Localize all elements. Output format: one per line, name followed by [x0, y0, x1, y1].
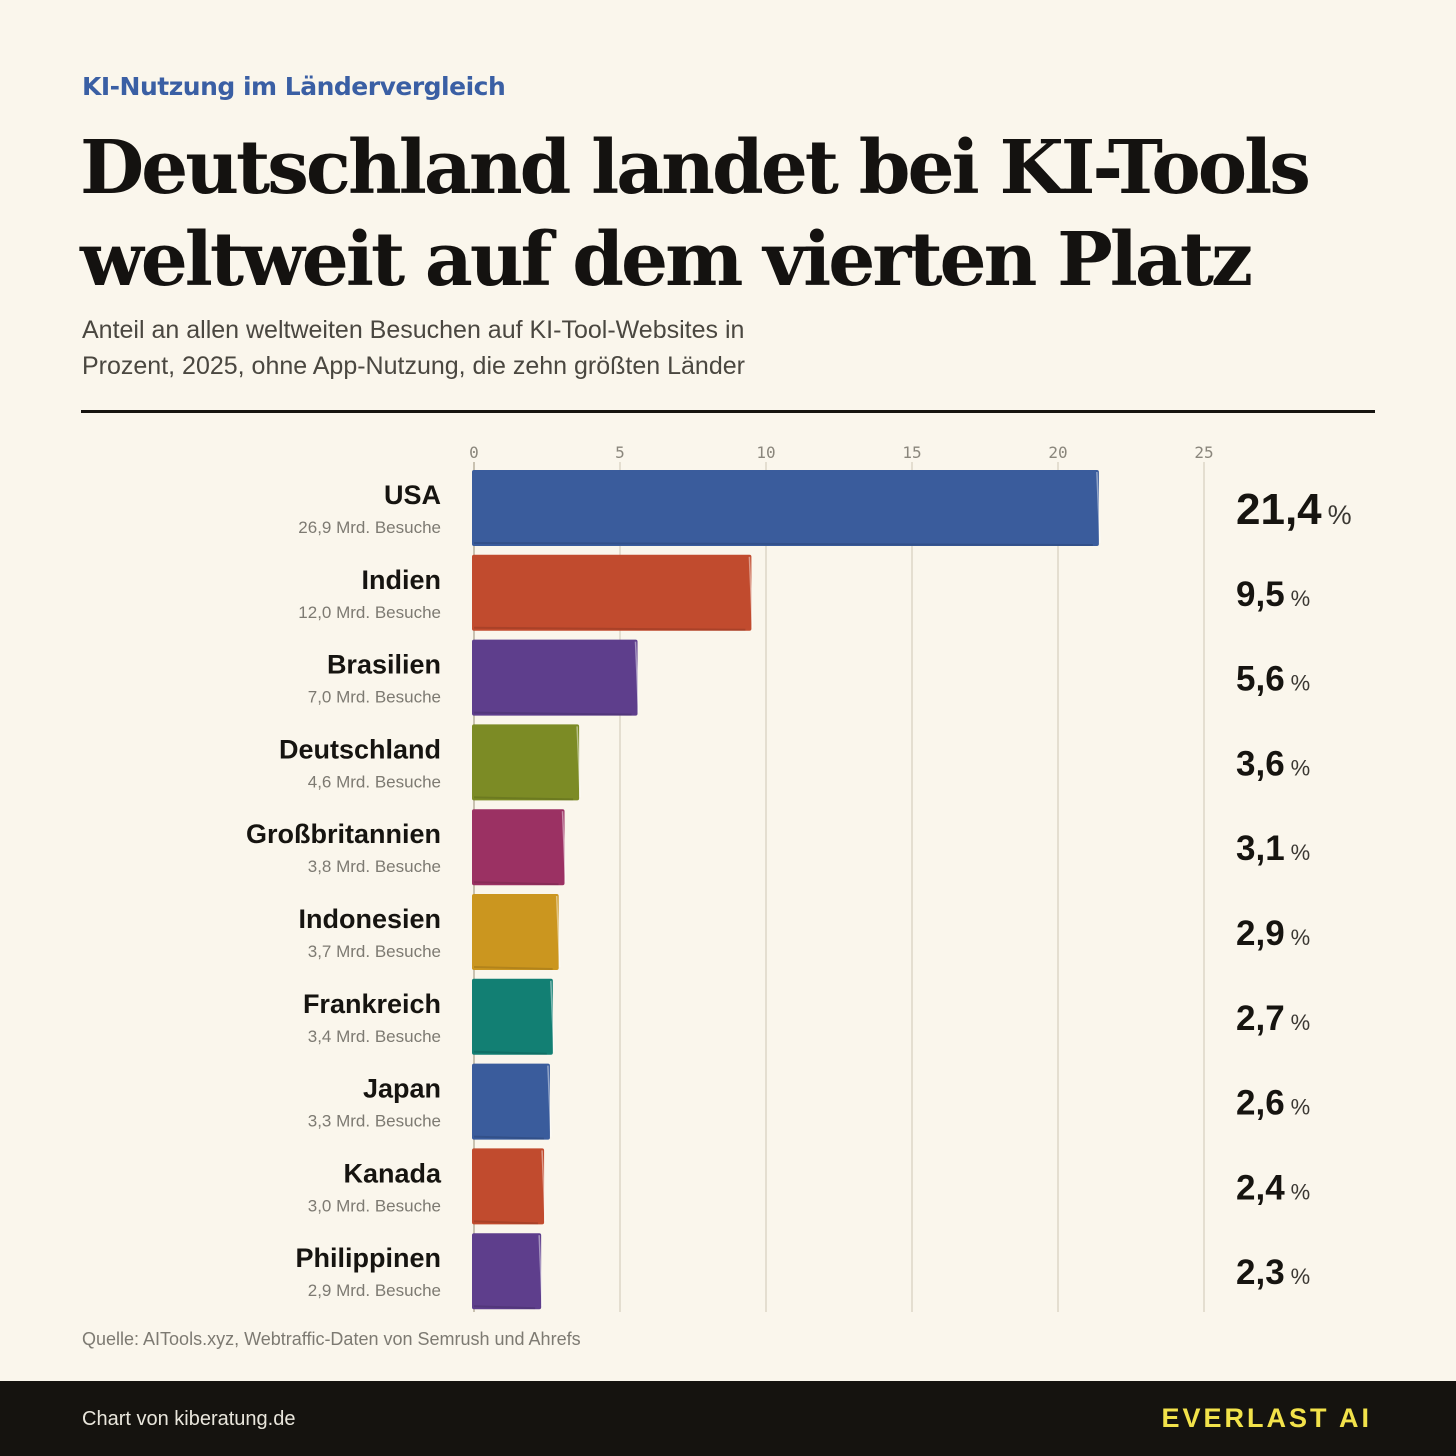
chart-value-labels: 21,4 % 9,5 % 5,6 % 3,6 % 3,1 % 2,9 % 2,7 % 2,6 % 2,4 % 2,3…	[1236, 485, 1352, 1292]
footer-bar: Chart von kiberatung.de EVERLAST AI	[0, 1381, 1456, 1456]
bar-edge-stroke	[748, 556, 754, 628]
bar-shadow-stroke	[473, 796, 574, 801]
bar-edge-stroke	[541, 1150, 546, 1222]
bar-edge-stroke	[538, 1235, 543, 1307]
source-note: Quelle: AITools.xyz, Webtraffic-Daten vo…	[82, 1329, 581, 1349]
category-label: Philippinen	[296, 1243, 442, 1273]
bar-usa	[472, 470, 1099, 546]
category-label: Indonesien	[298, 904, 441, 934]
category-sublabel: 3,3 Mrd. Besuche	[308, 1112, 441, 1131]
chart-category-labels: USA 26,9 Mrd. Besuche Indien 12,0 Mrd. Besu…	[246, 480, 442, 1300]
bar-shadow-stroke	[473, 626, 746, 631]
bar-shadow-stroke	[473, 711, 632, 716]
category-label: Frankreich	[303, 989, 441, 1019]
category-label: Kanada	[343, 1158, 442, 1188]
bar-shadow-stroke	[473, 542, 1093, 546]
bar-indonesien	[472, 894, 559, 970]
bar-frankreich	[472, 978, 553, 1055]
x-tick-label: 0	[469, 443, 479, 462]
bar-kanada	[472, 1148, 545, 1225]
x-tick-label: 5	[615, 443, 625, 462]
bar-shadow-stroke	[473, 1305, 536, 1310]
footer-brand-logo: EVERLAST AI	[1161, 1403, 1372, 1433]
header-divider	[81, 410, 1375, 413]
value-label: 2,7%	[1236, 999, 1310, 1038]
value-label: 9,5%	[1236, 575, 1310, 614]
x-tick-label: 20	[1048, 443, 1067, 462]
kicker: KI-Nutzung im Ländervergleich	[82, 72, 506, 101]
category-label: Indien	[362, 565, 442, 595]
bar-philippinen	[472, 1233, 542, 1310]
bar-shadow-stroke	[473, 881, 559, 886]
category-sublabel: 4,6 Mrd. Besuche	[308, 772, 441, 791]
bar-edge-stroke	[634, 641, 640, 713]
category-sublabel: 3,4 Mrd. Besuche	[308, 1027, 441, 1046]
value-label: 5,6%	[1236, 660, 1310, 699]
category-sublabel: 3,0 Mrd. Besuche	[308, 1196, 441, 1215]
x-tick-label: 10	[756, 443, 775, 462]
category-sublabel: 3,8 Mrd. Besuche	[308, 857, 441, 876]
value-label: 21,4%	[1236, 485, 1352, 534]
category-sublabel: 26,9 Mrd. Besuche	[298, 518, 441, 537]
category-sublabel: 12,0 Mrd. Besuche	[298, 603, 441, 622]
bar-shadow-stroke	[473, 1220, 539, 1225]
category-label: Brasilien	[327, 650, 441, 680]
bar-edge-stroke	[547, 1065, 552, 1137]
bar-shadow-stroke	[473, 1135, 544, 1140]
category-sublabel: 2,9 Mrd. Besuche	[308, 1281, 441, 1300]
bar-indien	[472, 554, 752, 631]
value-label: 2,3%	[1236, 1253, 1310, 1292]
bar-shadow-stroke	[473, 1050, 547, 1055]
bar-edge-stroke	[576, 726, 581, 798]
category-sublabel: 7,0 Mrd. Besuche	[308, 688, 441, 707]
category-sublabel: 3,7 Mrd. Besuche	[308, 942, 441, 961]
page-title: Deutschland landet bei KI-Tools weltweit…	[80, 125, 1311, 303]
footer-credit: Chart von kiberatung.de	[82, 1408, 296, 1430]
bar-edge-stroke	[555, 895, 561, 968]
category-label: USA	[384, 480, 441, 510]
x-tick-label: 15	[902, 443, 921, 462]
bar-japan	[472, 1063, 550, 1140]
bar-großbritannien	[472, 809, 565, 886]
x-tick-label: 25	[1194, 443, 1213, 462]
category-label: Japan	[363, 1074, 441, 1104]
bar-brasilien	[472, 639, 638, 716]
value-label: 2,9%	[1236, 914, 1310, 953]
bar-edge-stroke	[1096, 471, 1101, 544]
bar-shadow-stroke	[473, 966, 553, 970]
value-label: 3,6%	[1236, 744, 1310, 783]
value-label: 3,1%	[1236, 829, 1310, 868]
category-label: Großbritannien	[246, 819, 441, 849]
bar-deutschland	[472, 724, 580, 801]
value-label: 2,6%	[1236, 1084, 1310, 1123]
bar-edge-stroke	[561, 811, 567, 883]
chart-tick-labels: 0 5 10 15 20 25	[469, 443, 1213, 462]
bar-edge-stroke	[550, 980, 555, 1052]
page-subtitle: Anteil an allen weltweiten Besuchen auf …	[82, 316, 745, 380]
value-label: 2,4%	[1236, 1168, 1310, 1207]
category-label: Deutschland	[279, 734, 441, 764]
chart-bars	[472, 470, 1101, 1310]
